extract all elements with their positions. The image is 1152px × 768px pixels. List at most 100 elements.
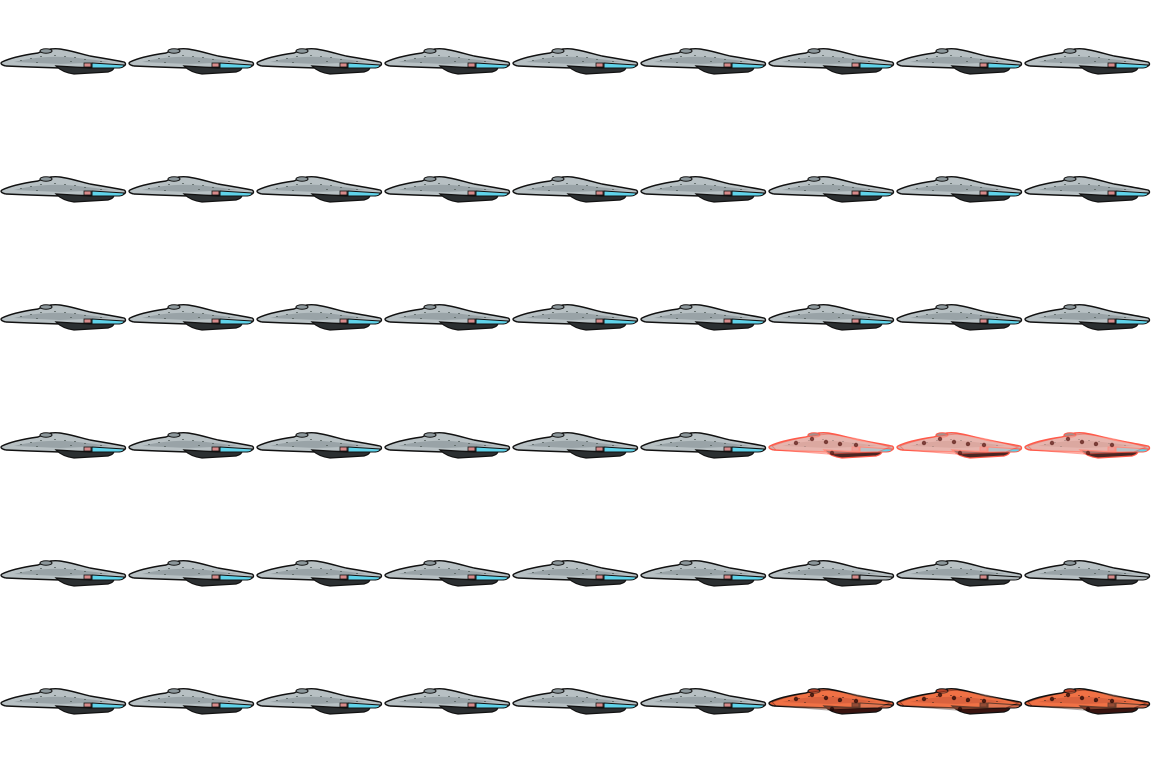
hull-speckle: [950, 695, 952, 696]
starship-icon: [0, 560, 127, 587]
hull-speckle: [356, 189, 358, 190]
hull-speckle: [822, 695, 824, 696]
damage-mark: [937, 436, 943, 442]
ship-window: [467, 446, 476, 452]
scorch-mark: [981, 698, 987, 704]
ship-window: [83, 190, 92, 196]
nacelle-glow: [731, 190, 765, 197]
scorch-mark: [1085, 706, 1091, 712]
ship-window: [211, 318, 220, 324]
hull-speckle: [980, 59, 982, 60]
ship-bridge: [423, 432, 437, 438]
hull-speckle: [576, 184, 578, 185]
hull-speckle: [926, 58, 928, 59]
hull-speckle: [74, 313, 76, 314]
hull-speckle: [950, 55, 952, 56]
ship-window: [1107, 62, 1116, 68]
hull-speckle: [420, 702, 422, 703]
hull-speckle: [1108, 315, 1110, 316]
ship-window: [467, 62, 476, 68]
hull-speckle: [64, 184, 66, 185]
ship-window: [1107, 574, 1116, 580]
hull-speckle: [932, 574, 934, 575]
hull-speckle: [710, 61, 712, 62]
hull-speckle: [970, 313, 972, 314]
hull-speckle: [84, 315, 86, 316]
starship-sprite-normal: [384, 256, 512, 384]
hull-speckle: [326, 317, 328, 318]
hull-speckle: [320, 440, 322, 441]
nacelle-glow: [219, 574, 253, 581]
hull-speckle: [970, 569, 972, 570]
hull-speckle: [926, 570, 928, 571]
hull-speckle: [552, 696, 554, 697]
starship-sprite-burning: [768, 640, 896, 768]
hull-speckle: [980, 699, 982, 700]
scorch-mark: [1079, 695, 1085, 701]
hull-speckle: [936, 184, 938, 185]
starship-sprite-normal: [640, 384, 768, 512]
hull-speckle: [868, 61, 870, 62]
hull-speckle: [148, 572, 150, 573]
hull-speckle: [202, 697, 204, 698]
nacelle-glow: [347, 190, 381, 197]
hull-speckle: [832, 184, 834, 185]
hull-speckle: [822, 311, 824, 312]
hull-speckle: [1064, 696, 1066, 697]
nacelle-glow: [731, 318, 765, 325]
hull-speckle: [448, 440, 450, 441]
hull-speckle: [996, 573, 998, 574]
hull-speckle: [54, 183, 56, 184]
hull-speckle: [484, 61, 486, 62]
hull-speckle: [310, 695, 312, 696]
ship-bridge: [679, 176, 693, 182]
hull-speckle: [808, 184, 810, 185]
hull-speckle: [292, 318, 294, 319]
hull-speckle: [404, 700, 406, 701]
hull-speckle: [212, 187, 214, 188]
nacelle-glow: [91, 318, 125, 325]
hull-speckle: [414, 58, 416, 59]
nacelle-glow: [219, 702, 253, 709]
hull-speckle: [842, 185, 844, 186]
starship-icon: [1024, 432, 1151, 459]
nacelle-glow: [219, 446, 253, 453]
scorch-mark: [965, 697, 971, 703]
hull-speckle: [192, 312, 194, 313]
nacelle-glow: [859, 190, 893, 197]
hull-speckle: [468, 443, 470, 444]
starship-sprite-normal: [1024, 256, 1152, 384]
hull-speckle: [868, 189, 870, 190]
hull-speckle: [1094, 61, 1096, 62]
nacelle-glow: [347, 446, 381, 453]
ship-bridge: [39, 176, 53, 182]
nacelle-glow: [91, 574, 125, 581]
starship-icon: [640, 432, 767, 459]
starship-icon: [0, 176, 127, 203]
hull-speckle: [1078, 695, 1080, 696]
hull-speckle: [980, 187, 982, 188]
scorch-mark: [921, 696, 927, 702]
hull-speckle: [704, 696, 706, 697]
hull-speckle: [192, 56, 194, 57]
hull-speckle: [182, 695, 184, 696]
hull-speckle: [276, 700, 278, 701]
hull-speckle: [1064, 184, 1066, 185]
hull-speckle: [1060, 190, 1062, 191]
hull-speckle: [936, 312, 938, 313]
hull-speckle: [404, 60, 406, 61]
hull-speckle: [566, 439, 568, 440]
hull-speckle: [548, 574, 550, 575]
hull-speckle: [296, 312, 298, 313]
hull-speckle: [1124, 573, 1126, 574]
hull-speckle: [714, 697, 716, 698]
starship-icon: [768, 176, 895, 203]
hull-speckle: [1108, 699, 1110, 700]
hull-speckle: [1108, 59, 1110, 60]
starship-icon: [256, 688, 383, 715]
hull-speckle: [704, 56, 706, 57]
nacelle-glow: [987, 574, 1021, 581]
hull-speckle: [296, 568, 298, 569]
scorch-mark: [837, 697, 843, 703]
hull-speckle: [1054, 570, 1056, 571]
